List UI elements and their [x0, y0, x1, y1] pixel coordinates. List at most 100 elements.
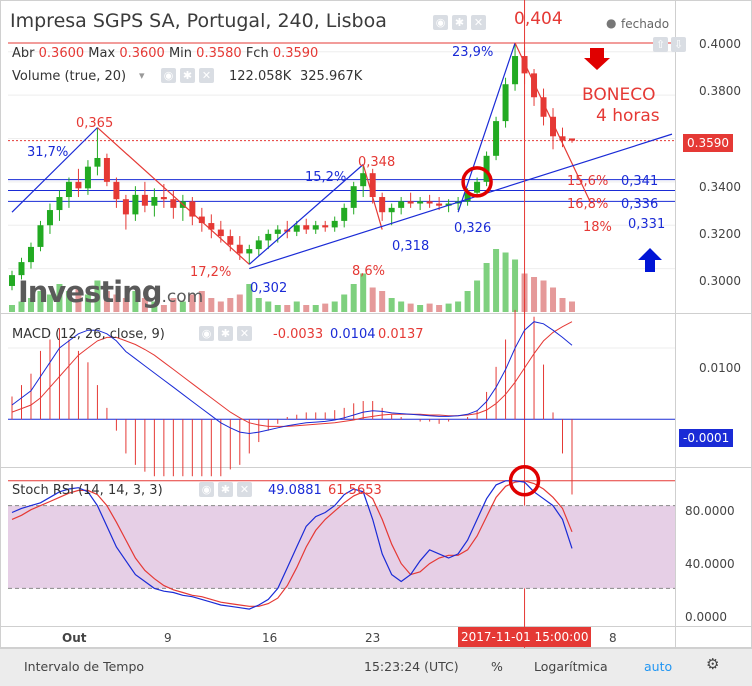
candle-body — [9, 275, 15, 286]
gear-icon[interactable]: ✱ — [452, 15, 467, 30]
candle-body — [360, 173, 367, 187]
level-label-348: 0,348 — [358, 155, 396, 170]
candle-body — [236, 244, 243, 254]
ohlc-open-label: Abr — [12, 46, 35, 61]
macd-value-1: -0.0033 — [273, 327, 324, 342]
current-price-tag: 0.3590 — [683, 134, 733, 152]
eye-icon[interactable]: ◉ — [199, 326, 214, 341]
close-icon[interactable]: ✕ — [237, 326, 252, 341]
up-arrow-icon — [638, 248, 662, 272]
candle-body — [217, 229, 224, 237]
volume-bar — [255, 298, 262, 312]
close-icon[interactable]: ✕ — [199, 68, 214, 83]
candle-body — [483, 155, 490, 182]
candle-body — [493, 121, 500, 156]
volume-bar — [84, 294, 91, 312]
candle-body — [255, 240, 262, 250]
volume-bar — [103, 291, 110, 312]
close-icon[interactable]: ✕ — [471, 15, 486, 30]
stoch-value-2: 61.5653 — [328, 483, 382, 498]
volume-bar — [46, 294, 53, 312]
peak-high-label: 0,404 — [514, 9, 563, 29]
volume-bar — [189, 294, 196, 312]
stoch-circle — [508, 465, 541, 497]
close-icon[interactable]: ✕ — [237, 482, 252, 497]
volume-bar — [388, 298, 395, 312]
level-label-302: 0,302 — [250, 281, 288, 296]
volume-bar — [436, 305, 443, 312]
volume-bar — [426, 303, 433, 312]
volume-bar — [331, 301, 338, 312]
volume-bar — [464, 291, 471, 312]
candle-body — [84, 166, 91, 189]
volume-bar — [9, 305, 15, 312]
candle-body — [265, 233, 272, 241]
candle-body — [540, 97, 547, 117]
auto-toggle[interactable]: auto — [644, 659, 673, 674]
stoch-tick: 0.0000 — [685, 610, 727, 624]
gear-icon[interactable]: ✱ — [218, 326, 233, 341]
settings-gear-icon[interactable]: ⚙ — [706, 655, 720, 673]
macd-signal-line — [11, 321, 573, 427]
volume-bar — [113, 294, 120, 312]
log-toggle[interactable]: Logarítmica — [534, 659, 608, 674]
stoch-d-line — [11, 480, 573, 607]
eye-icon[interactable]: ◉ — [199, 482, 214, 497]
candle-body — [65, 181, 72, 198]
ascending-trendline — [249, 133, 673, 270]
candle-body — [141, 194, 148, 206]
watermark-suffix: .com — [161, 287, 204, 307]
gear-icon[interactable]: ✱ — [218, 482, 233, 497]
volume-bar — [350, 284, 357, 312]
time-tick: 8 — [609, 631, 617, 645]
candle-body — [56, 197, 63, 211]
percent-toggle[interactable]: % — [491, 659, 503, 674]
eye-icon[interactable]: ◉ — [161, 68, 176, 83]
candle-body — [170, 199, 177, 208]
candle-body — [75, 181, 82, 189]
down-arrow-icon — [584, 48, 610, 70]
chevron-down-icon[interactable]: ▾ — [139, 69, 145, 82]
candle-body — [103, 157, 110, 182]
volume-bar — [540, 280, 547, 312]
volume-bar — [37, 291, 44, 312]
volume-bar — [284, 305, 291, 312]
volume-bar — [141, 298, 148, 312]
time-tick: 9 — [164, 631, 172, 645]
volume-label: Volume (true, 20) — [12, 69, 127, 84]
time-tick: 23 — [365, 631, 381, 645]
candle-body — [132, 194, 139, 215]
stoch-value-1: 49.0881 — [268, 483, 322, 498]
fib-value-1: 0,341 — [621, 174, 659, 189]
volume-bar — [455, 301, 462, 312]
arrow-down-icon[interactable]: ⇩ — [671, 37, 686, 52]
interval-button[interactable]: Intervalo de Tempo — [24, 659, 145, 674]
ohlc-low-label: Min — [168, 46, 193, 61]
fib-pct-2: 16,8% — [567, 197, 609, 212]
ohlc-close: 0.3590 — [272, 46, 319, 61]
candle-body — [151, 197, 158, 206]
candle-body — [27, 246, 34, 263]
volume-bar — [18, 301, 25, 312]
volume-bar — [445, 303, 452, 312]
volume-bar — [170, 298, 177, 312]
macd-line — [11, 321, 573, 435]
stoch-k-line — [11, 480, 573, 610]
candle-body — [398, 201, 405, 208]
volume-bar — [483, 263, 490, 312]
candle-body — [18, 262, 25, 276]
candle-body — [341, 207, 348, 221]
pct-label-c: 15,2% — [305, 170, 347, 185]
trend-leg — [362, 164, 383, 230]
candle-body — [274, 229, 281, 234]
trend-leg — [514, 42, 592, 204]
arrow-up-icon[interactable]: ⇧ — [653, 37, 668, 52]
breakout-circle — [461, 166, 493, 198]
boneco-label-2: 4 horas — [596, 106, 660, 126]
volume-bar — [312, 305, 319, 312]
eye-icon[interactable]: ◉ — [433, 15, 448, 30]
gear-icon[interactable]: ✱ — [180, 68, 195, 83]
trend-leg — [457, 42, 516, 213]
candle-body — [37, 225, 44, 247]
candle-body — [559, 136, 566, 141]
